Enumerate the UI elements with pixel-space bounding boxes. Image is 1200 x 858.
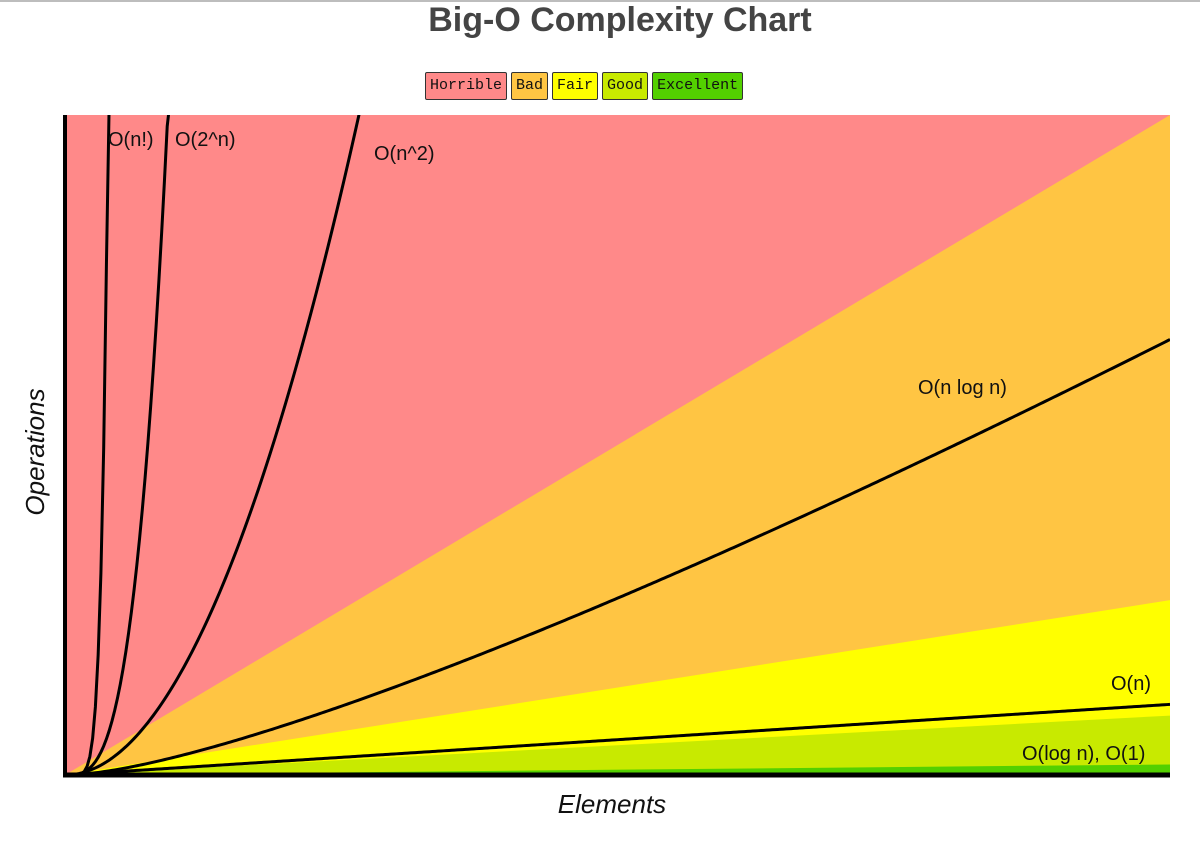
- top-border: [0, 0, 1200, 2]
- regions-layer: [65, 115, 1170, 775]
- legend-item-excellent: Excellent: [652, 72, 744, 100]
- region-good: [65, 715, 1170, 775]
- series-label-nlogn: O(n log n): [918, 377, 1007, 399]
- series-label-linear: O(n): [1111, 673, 1151, 695]
- y-axis-label: Operations: [20, 388, 50, 515]
- series-label-log-constant: O(log n), O(1): [1022, 743, 1145, 765]
- legend-item-fair: Fair: [552, 72, 599, 100]
- legend: Horrible Bad Fair Good Excellent: [425, 72, 744, 100]
- curve-quadratic: [65, 115, 361, 777]
- legend-item-horrible: Horrible: [425, 72, 508, 100]
- axes-layer: [63, 115, 1170, 778]
- region-excellent: [65, 764, 1170, 775]
- labels-layer: O(n!) O(2^n) O(n^2) O(n log n) O(n) O(lo…: [20, 129, 1151, 819]
- chart-title: Big-O Complexity Chart: [428, 1, 812, 39]
- series-label-exponential: O(2^n): [175, 129, 236, 151]
- series-label-quadratic: O(n^2): [374, 143, 435, 165]
- curve-linear: [65, 702, 1170, 777]
- x-axis-label: Elements: [558, 789, 666, 819]
- legend-item-bad: Bad: [511, 72, 549, 100]
- legend-item-good: Good: [602, 72, 649, 100]
- series-label-factorial: O(n!): [108, 129, 154, 151]
- region-bad: [65, 115, 1170, 775]
- curve-nlogn: [65, 338, 1170, 777]
